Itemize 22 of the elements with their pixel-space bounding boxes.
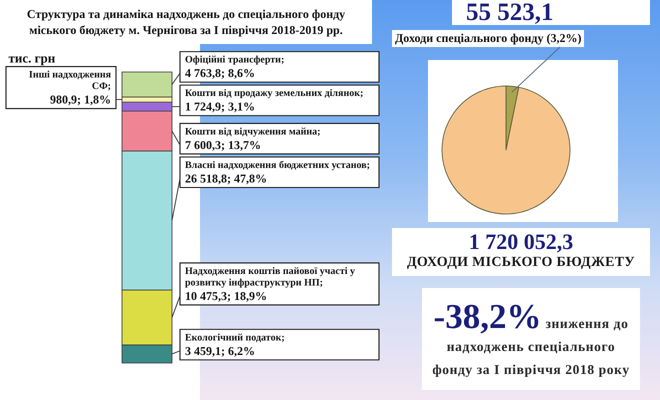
text: -38,2% <box>434 297 542 336</box>
series-label: Інші надходження СФ; <box>28 70 112 92</box>
series-label: Надходження коштів пайової участі у розвитку інфраструктури НП; <box>185 266 356 288</box>
series-label: Екологічний податок; <box>185 332 285 344</box>
text: 1 720 052,3 <box>468 229 574 254</box>
chart-title: Структура та динаміка надходжень до спеціального фонду міського бюджету м. Чернігова за І півріччя 2018-2019 рр. <box>0 0 372 44</box>
data-label: 3 459,1; 6,2% <box>185 344 255 358</box>
series-label: Кошти від відчуження майна; <box>185 126 320 138</box>
series-label: Кошти від продажу земельних ділянок; <box>185 88 364 100</box>
series-label: Власні надходження бюджетних установ; <box>185 160 370 171</box>
text: ДОХОДИ МІСЬКОГО БЮДЖЕТУ <box>406 254 636 272</box>
data-label: 26 518,8; 47,8% <box>185 172 267 186</box>
series-label: Офіційні трансферти; <box>185 54 284 66</box>
pie-slice <box>442 86 570 214</box>
data-label: 7 600,3; 13,7% <box>185 138 261 152</box>
data-label: 980,9; 1,8% <box>50 92 111 107</box>
slice-label: Доходи спеціального фонду (3,2%) <box>392 30 584 47</box>
data-label: 1 724,9; 3,1% <box>185 100 255 114</box>
data-label: 4 763,8; 8,6% <box>185 66 255 80</box>
y-axis-title: тис. грн <box>8 50 56 66</box>
chart-title: 55 523,1 <box>452 0 650 26</box>
data-label: 10 475,3; 18,9% <box>185 288 267 303</box>
